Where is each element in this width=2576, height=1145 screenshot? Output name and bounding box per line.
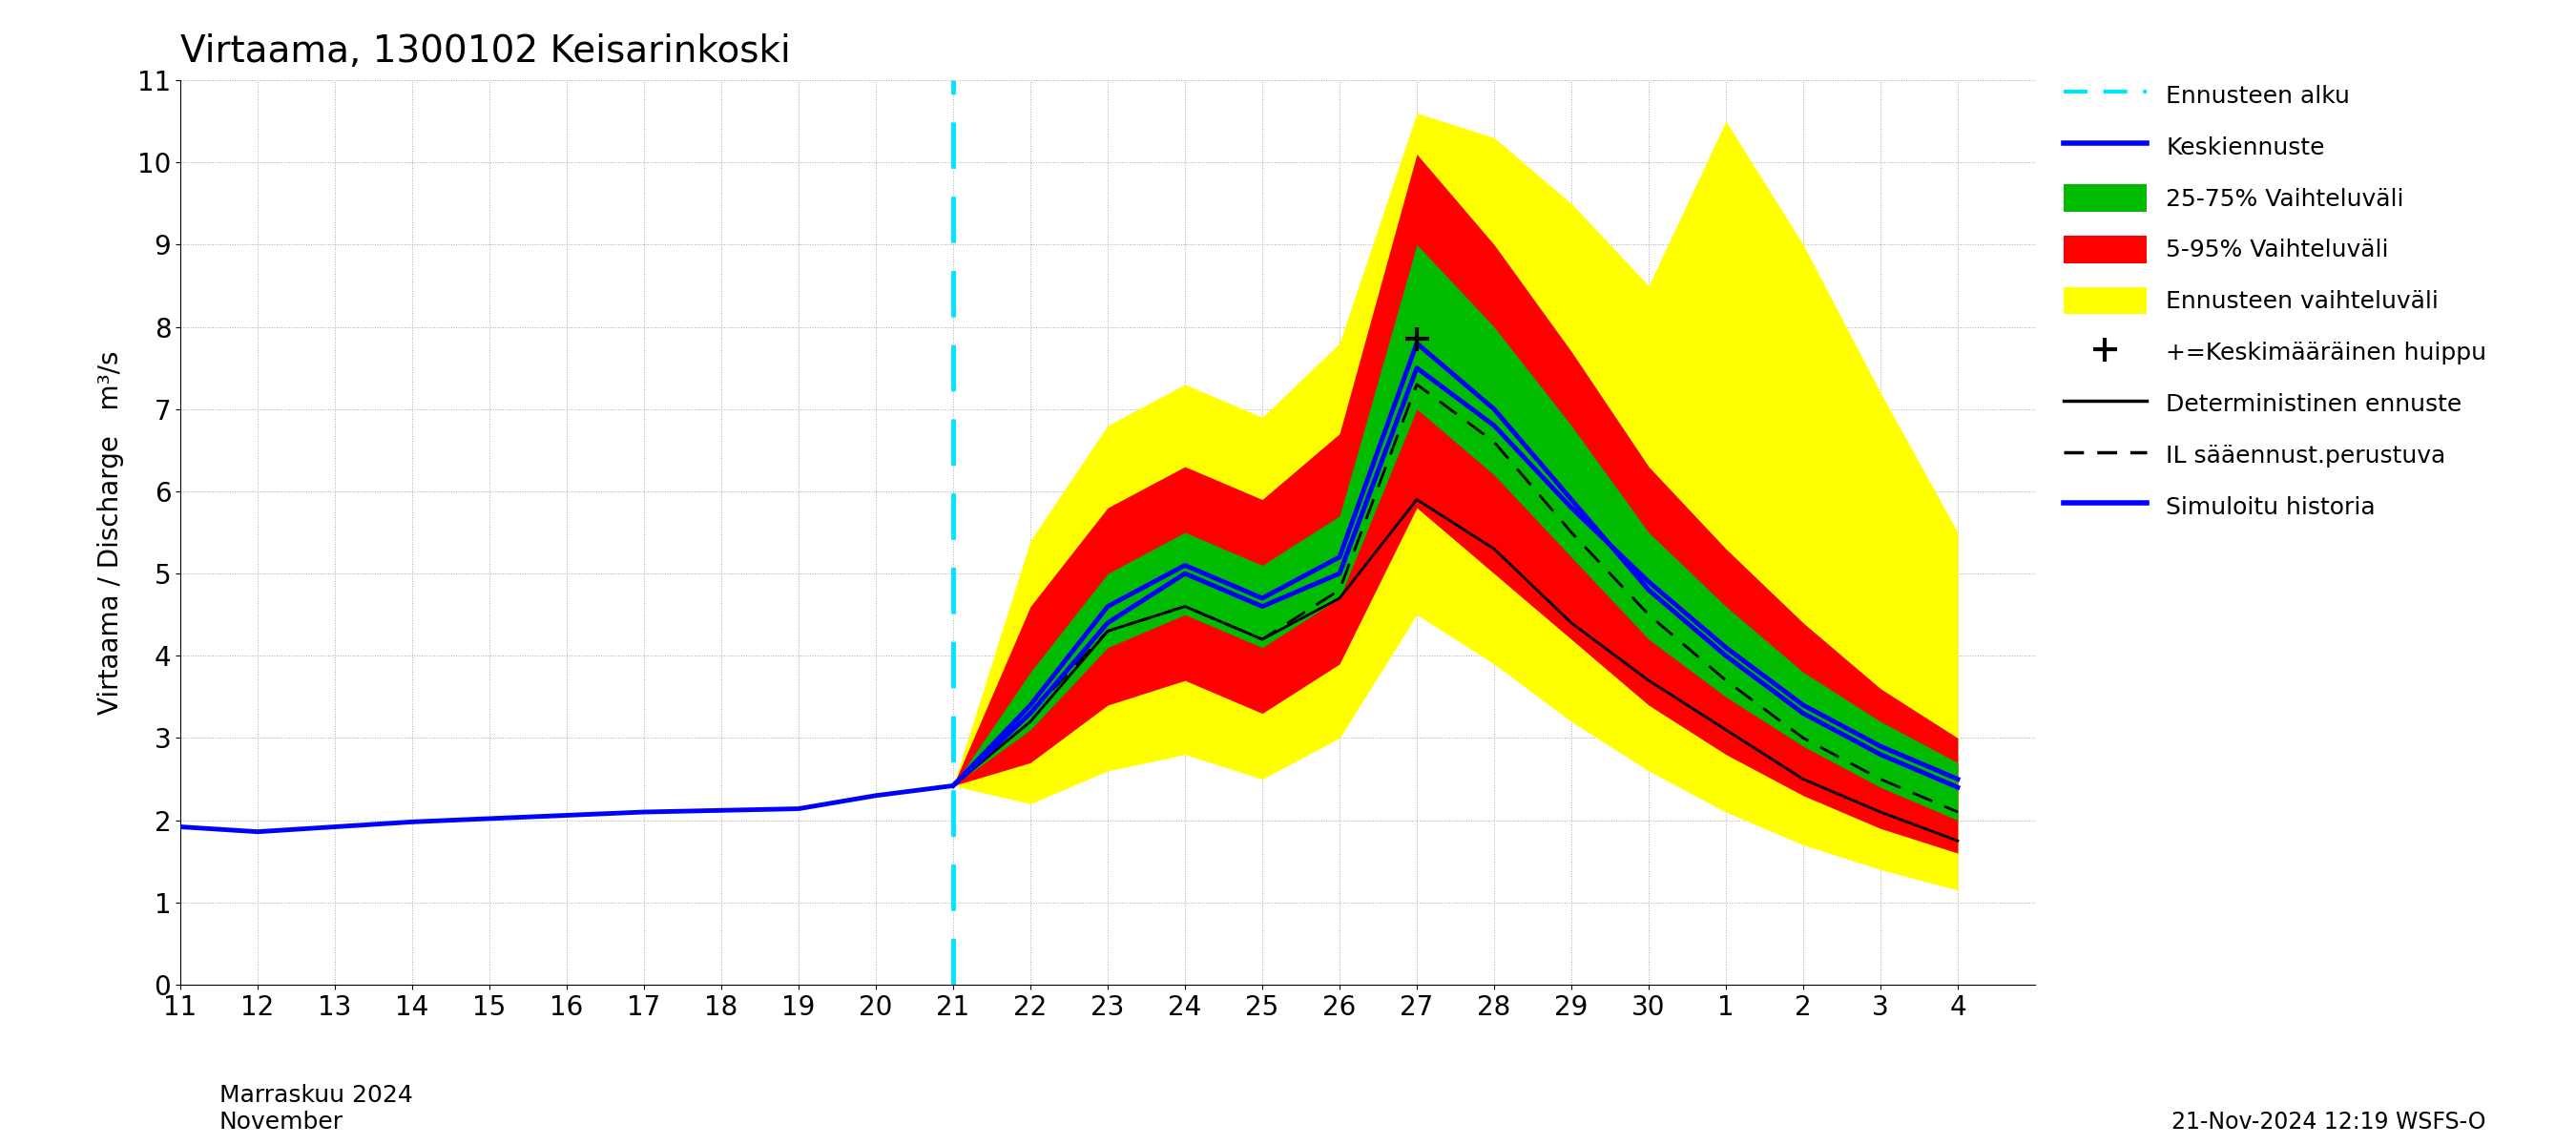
Text: Virtaama, 1300102 Keisarinkoski: Virtaama, 1300102 Keisarinkoski xyxy=(180,33,791,69)
Y-axis label: Virtaama / Discharge   m³/s: Virtaama / Discharge m³/s xyxy=(98,350,124,714)
Text: 21-Nov-2024 12:19 WSFS-O: 21-Nov-2024 12:19 WSFS-O xyxy=(2172,1111,2486,1134)
Text: Marraskuu 2024
November: Marraskuu 2024 November xyxy=(219,1084,412,1134)
Legend: Ennusteen alku, Keskiennuste, 25-75% Vaihteluväli, 5-95% Vaihteluväli, Ennusteen: Ennusteen alku, Keskiennuste, 25-75% Vai… xyxy=(2056,74,2494,527)
